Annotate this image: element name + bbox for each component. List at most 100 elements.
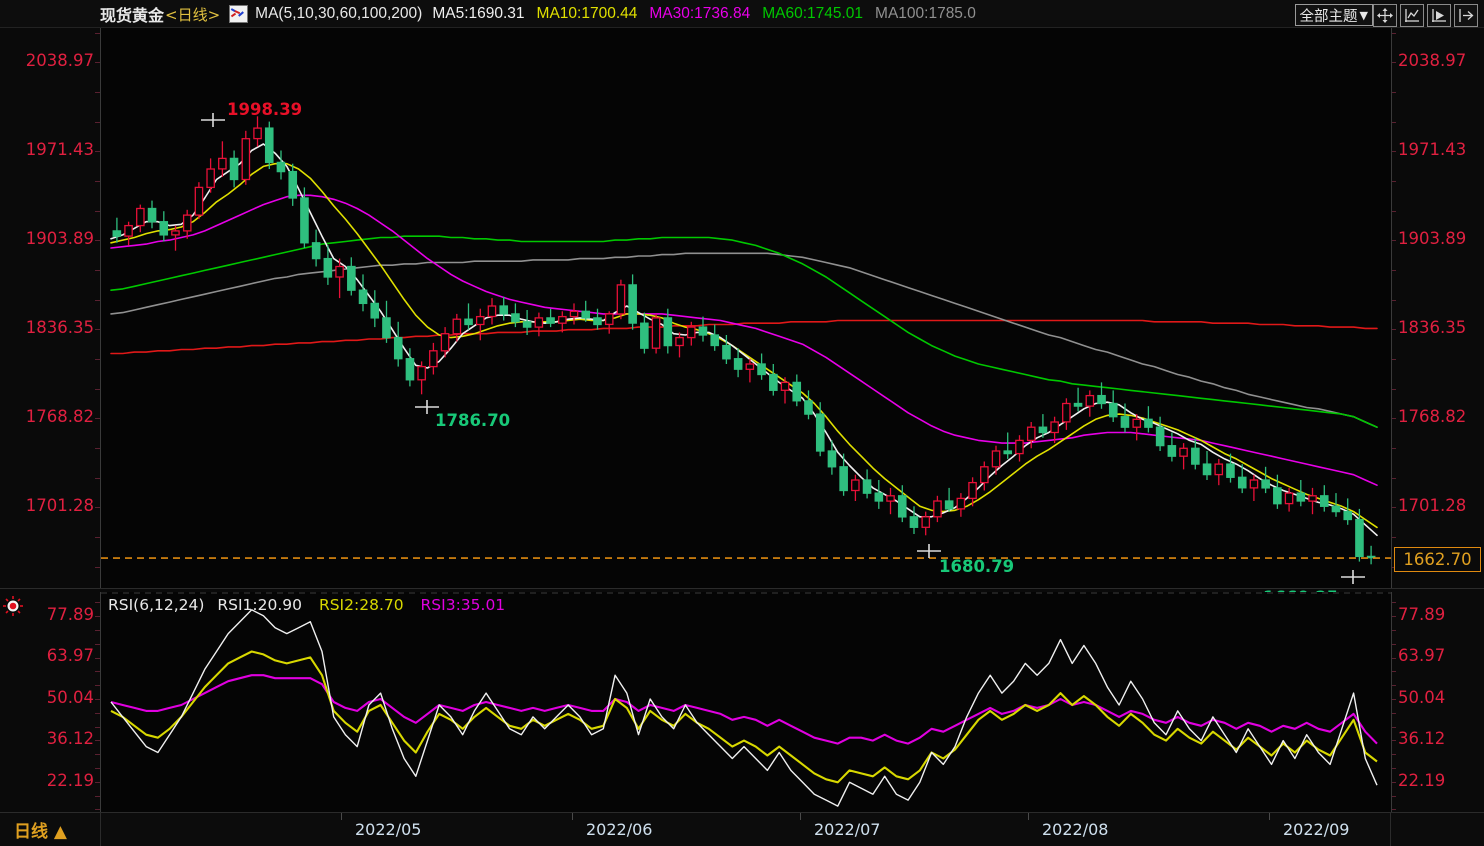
price-tick-label: 1701.28 [25, 496, 94, 516]
rsi-canvas [101, 592, 1391, 807]
axis-tick [1391, 270, 1396, 271]
price-tick-label: 50.04 [1398, 687, 1446, 707]
axis-tick [1391, 567, 1396, 568]
price-tick-label: 63.97 [1398, 646, 1446, 666]
crosshair-move-icon[interactable] [1373, 4, 1397, 27]
ma100-value: MA100:1785.0 [875, 5, 976, 22]
theme-selector-button[interactable]: 全部主题 ▼ [1294, 4, 1373, 26]
axis-tick [1391, 181, 1396, 182]
price-marker-cross [917, 544, 941, 558]
price-axis-right[interactable]: 2038.97 1971.43 1903.89 1836.35 1768.82 1701.… [1391, 28, 1484, 588]
date-tick-mark [341, 813, 342, 820]
axis-tick [1391, 359, 1396, 360]
date-tick-label: 2022/07 [814, 820, 881, 839]
axis-tick [1391, 448, 1396, 449]
axis-tick [95, 507, 100, 508]
rsi-header: RSI(6,12,24) RSI1:20.90 RSI2:28.70 RSI3:… [108, 596, 505, 614]
ma60-value: MA60:1745.01 [762, 5, 864, 22]
date-axis-bar[interactable]: 日线 ▲ 2022/05 2022/06 2022/07 2022/08 2022/09 [0, 812, 1484, 846]
price-marker-cross [415, 400, 439, 414]
price-tick-label: 1971.43 [1398, 140, 1467, 160]
price-marker-cross [1341, 570, 1365, 584]
date-tick-label: 2022/08 [1042, 820, 1109, 839]
alert-dot-icon[interactable] [2, 595, 24, 617]
axis-tick [1391, 240, 1396, 241]
axis-tick [95, 389, 100, 390]
price-tick-label: 1768.82 [25, 407, 94, 427]
rsi-chart-panel[interactable]: 77.89 63.97 50.04 36.12 22.19 77.89 63.97 50.0… [0, 592, 1484, 812]
chevron-up-icon: ▲ [53, 822, 67, 842]
last-price-box[interactable]: 1662.70 [1394, 547, 1481, 573]
axis-tick [95, 270, 100, 271]
axis-tick [1391, 507, 1396, 508]
align-left-axis-icon[interactable] [1400, 4, 1424, 27]
price-axis-left[interactable]: 2038.97 1971.43 1903.89 1836.35 1768.82 1701.… [0, 28, 100, 588]
align-right-axis-icon[interactable] [1427, 4, 1451, 27]
axis-tick [1391, 644, 1396, 645]
date-tick-mark [800, 813, 801, 820]
price-chart-panel[interactable]: 2038.97 1971.43 1903.89 1836.35 1768.82 1701.… [0, 28, 1484, 607]
axis-tick [1391, 671, 1396, 672]
chart-toolbar [1373, 4, 1478, 27]
axis-tick [1391, 658, 1396, 659]
axis-tick [1391, 92, 1396, 93]
price-tick-label: 2038.97 [1398, 51, 1467, 71]
axis-tick [1391, 122, 1396, 123]
axis-tick [95, 448, 100, 449]
axis-tick [1391, 389, 1396, 390]
date-tick-mark [1269, 813, 1270, 820]
axis-tick [95, 713, 100, 714]
axis-tick [95, 671, 100, 672]
axis-tick [1391, 754, 1396, 755]
axis-tick [95, 740, 100, 741]
price-tick-label: 36.12 [1398, 729, 1446, 749]
axis-tick [95, 809, 100, 810]
rsi-axis-left[interactable]: 77.89 63.97 50.04 36.12 22.19 [0, 592, 100, 812]
axis-tick [95, 92, 100, 93]
price-marker-label: 1680.79 [939, 557, 1015, 576]
period-selector-button[interactable]: 日线 ▲ [14, 817, 67, 842]
axis-tick [1391, 713, 1396, 714]
price-marker-label: 1998.39 [227, 100, 303, 119]
axis-tick [1391, 300, 1396, 301]
axis-tick [95, 768, 100, 769]
header-divider [0, 27, 1484, 28]
price-tick-label: 63.97 [46, 646, 94, 666]
axis-tick [1391, 151, 1396, 152]
rsi-axis-right[interactable]: 77.89 63.97 50.04 36.12 22.19 [1391, 592, 1484, 812]
chevron-down-icon: ▼ [1359, 8, 1368, 22]
axis-tick [1391, 616, 1396, 617]
axis-tick [95, 329, 100, 330]
rsi-title: RSI(6,12,24) [108, 596, 205, 614]
panel-divider [0, 588, 1484, 589]
ma-indicator-label: MA(5,10,30,60,100,200) [255, 5, 423, 22]
date-tick-mark [572, 813, 573, 820]
axis-tick [95, 300, 100, 301]
rsi-plot-area[interactable] [100, 592, 1392, 812]
price-tick-label: 1903.89 [25, 229, 94, 249]
date-tick-label: 2022/09 [1283, 820, 1350, 839]
price-tick-label: 77.89 [1398, 605, 1446, 625]
axis-tick [95, 418, 100, 419]
chart-header-bar: 现货黄金 <日线> MA(5,10,30,60,100,200) MA5:169… [0, 0, 1484, 28]
axis-tick [1391, 809, 1396, 810]
ma-chart-icon[interactable] [229, 5, 249, 23]
price-tick-label: 1768.82 [1398, 407, 1467, 427]
axis-tick [95, 699, 100, 700]
axis-tick [1391, 782, 1396, 783]
axis-tick [95, 602, 100, 603]
export-arrow-icon[interactable] [1454, 4, 1478, 27]
price-tick-label: 2038.97 [25, 51, 94, 71]
price-tick-label: 77.89 [46, 605, 94, 625]
axis-tick [95, 151, 100, 152]
axis-tick [95, 567, 100, 568]
rsi2-value: RSI2:28.70 [318, 596, 404, 614]
rsi1-value: RSI1:20.90 [217, 596, 303, 614]
ma10-value: MA10:1700.44 [536, 5, 638, 22]
axis-tick [1391, 33, 1396, 34]
axis-tick [1391, 768, 1396, 769]
price-tick-label: 1836.35 [1398, 318, 1467, 338]
axis-tick [1391, 211, 1396, 212]
date-tick-mark [1028, 813, 1029, 820]
